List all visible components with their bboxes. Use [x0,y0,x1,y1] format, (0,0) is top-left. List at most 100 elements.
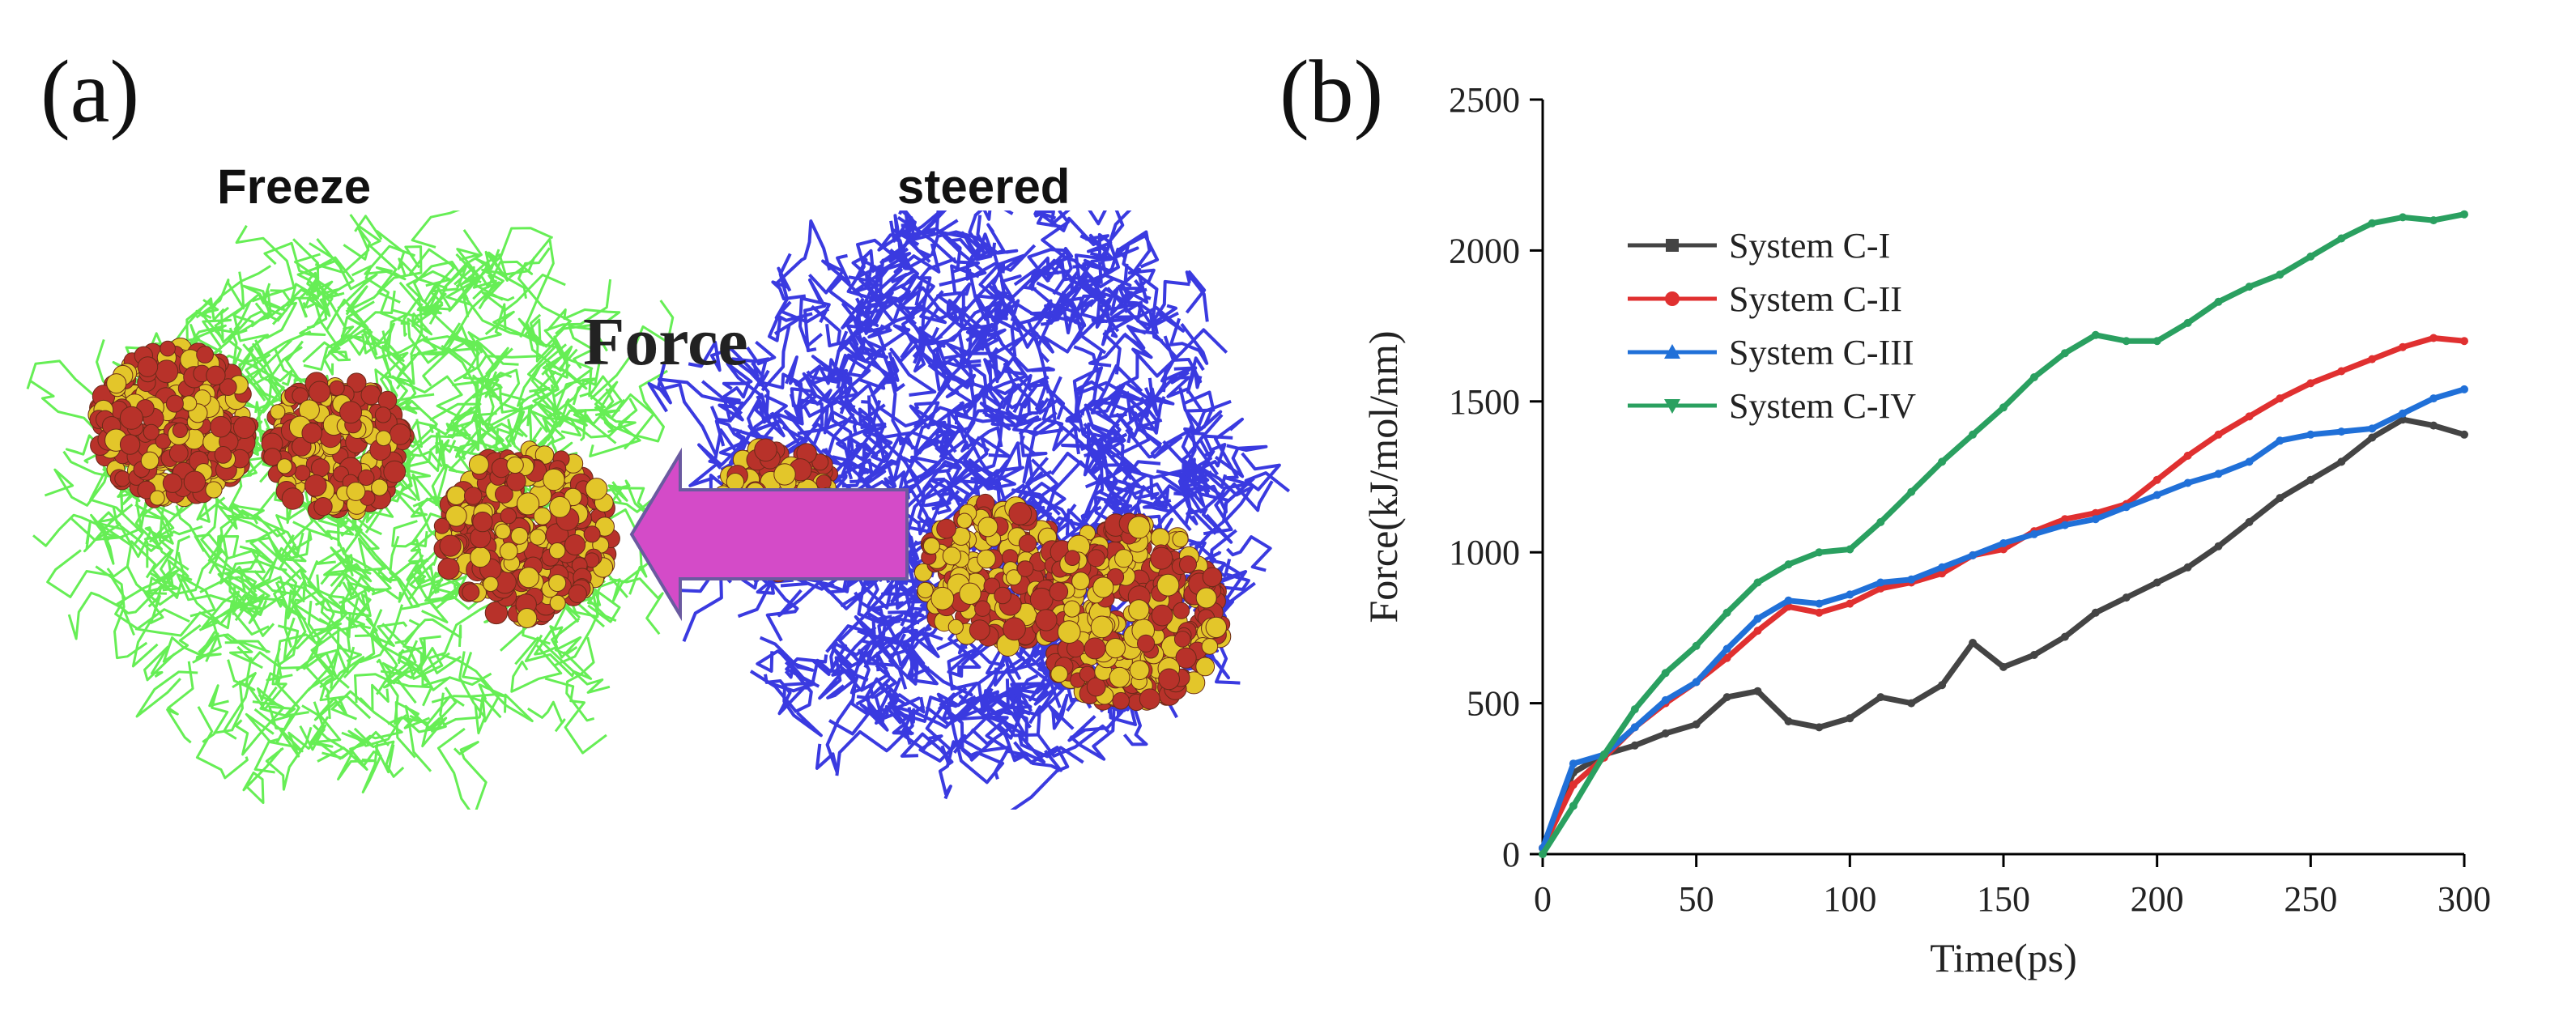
polymer-chain [354,215,406,270]
chart-axes [1541,100,2464,856]
atom [1057,620,1081,644]
data-point [2337,367,2346,376]
polymer-chain [160,548,189,589]
polymer-chain [1214,417,1254,487]
polymer-chain [589,398,641,457]
atom [311,458,330,478]
polymer-chain [906,216,959,263]
polymer-chain [445,253,480,313]
atom [462,583,480,602]
polymer-chain [1169,317,1209,365]
polymer-chain [1011,488,1078,533]
data-point [2122,593,2131,602]
data-point [1722,693,1731,702]
polymer-chain [314,599,356,674]
polymer-chain [800,372,853,415]
atom [956,512,973,529]
polymer-chain [939,231,978,270]
data-point [1907,575,1916,584]
atom [281,487,304,510]
polymer-chain [263,241,321,279]
atom [483,576,499,593]
atom [1172,531,1189,548]
x-axis-label: Time(ps) [1930,935,2077,980]
atom [219,378,237,397]
polymer-chain [388,399,438,466]
polymer-chain [752,340,777,387]
polymer-chain [357,537,386,572]
polymer-chain [410,420,443,472]
polymer-chain [1116,407,1149,444]
polymer-chain [323,554,370,612]
data-point [1815,599,1824,608]
force-label: Force [583,304,748,380]
polymer-chain [1048,693,1075,730]
data-point [2183,478,2192,487]
polymer-chain [551,617,582,659]
polymer-chain [947,704,1005,785]
polymer-chain [1035,398,1083,423]
atom [994,586,1011,605]
polymer-chain [717,396,744,422]
polymer-chain [919,257,956,333]
polymer-chain [95,565,148,660]
polymer-chain [1019,430,1048,457]
polymer-chain [978,253,1043,299]
polymer-chain [447,368,521,428]
x-tick-label: 150 [1977,879,2030,919]
data-point [1969,430,1978,439]
polymer-chain [647,381,717,456]
data-point [2460,430,2468,439]
atom [549,495,571,518]
atom [165,394,184,413]
atom [263,448,282,466]
atom [499,542,518,561]
force-time-chart: 0 50 100 150 200 250 300 05001000150020002500 … [1360,80,2491,980]
polymer-chain [963,356,1028,439]
y-axis-label: Force(kJ/mol/nm) [1360,330,1406,623]
polymer-chain [815,697,855,774]
polymer-chain [835,707,914,776]
data-point [2122,337,2131,346]
polymer-chain [1001,380,1066,420]
polymer-chain [1030,294,1106,364]
polymer-chain [346,593,372,651]
atom [1105,638,1126,659]
data-point [2276,394,2284,403]
data-point [2152,578,2161,587]
polymer-chain [340,525,429,582]
polymer-chain [546,308,621,332]
atom [1202,567,1223,588]
data-point [2337,234,2346,243]
atom [162,473,183,493]
nanoparticle-cluster [87,338,259,508]
polymer-chain [797,404,849,436]
atom [137,356,159,377]
polymer-chain [1125,381,1175,432]
polymer-chain [860,422,893,464]
polymer-chain [863,664,898,723]
polymer-chain [1109,279,1143,317]
polymer-chain [1017,733,1084,764]
polymer-chain [918,455,1002,486]
data-point [1999,662,2008,671]
data-point [1938,569,1947,578]
polymer-chain [885,378,902,488]
polymer-chain [134,504,189,571]
polymer-chain [173,297,225,364]
data-point [2368,424,2377,433]
atom [969,619,990,641]
data-point [2152,475,2161,484]
polymer-chain [381,313,421,379]
polymer-chain [239,584,265,624]
polymer-chain [1163,335,1203,385]
atom [1035,609,1058,631]
data-point [2214,297,2223,306]
atom [292,387,309,404]
atom [517,567,540,589]
atom [301,423,323,444]
polymer-chain [918,704,953,763]
atom [446,486,466,505]
atom [1137,634,1156,653]
atom [140,451,160,470]
